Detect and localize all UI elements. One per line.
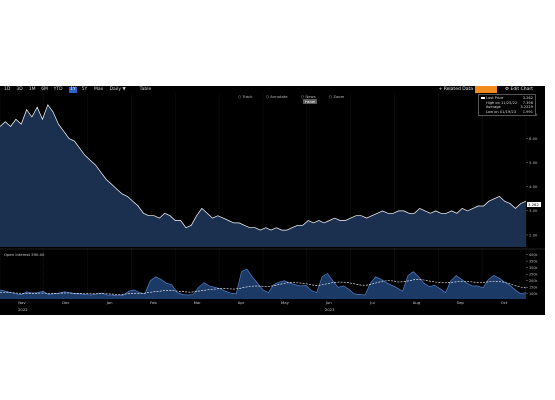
- year-label: 2023: [325, 307, 335, 312]
- chart-terminal: 1D 3D 1M 6M YTD 1Y 5Y Max Daily ▼ Table + Related…: [0, 86, 545, 315]
- oi-tick-label: 350k: [529, 259, 537, 263]
- last-price-tag: [527, 202, 541, 208]
- period-3d[interactable]: 3D: [16, 87, 23, 92]
- table-button[interactable]: Table: [139, 87, 152, 92]
- price-infobox: Last Price 3.262 High on 11/25/22 7.398 …: [478, 94, 536, 117]
- period-5y[interactable]: 5Y: [81, 87, 88, 92]
- oi-tick-label: 300k: [529, 266, 537, 270]
- related-data-button[interactable]: + Related Data: [438, 87, 473, 92]
- month-label: Jul: [369, 300, 375, 305]
- period-max[interactable]: Max: [94, 87, 104, 92]
- edit-chart-button[interactable]: ⚙ Edit Chart: [505, 87, 533, 92]
- period-1d[interactable]: 1D: [4, 87, 11, 92]
- price-series-line: [0, 104, 527, 231]
- oi-tick-label: 250k: [529, 272, 537, 276]
- month-label: Oct: [501, 300, 508, 305]
- month-label: Aug: [413, 300, 421, 305]
- month-label: Mar: [194, 300, 202, 305]
- open-interest-legend: Open Interest 390.00: [4, 252, 45, 257]
- orange-action-button[interactable]: [475, 86, 497, 93]
- chart-tools-legend: ○ Track ○ Annotate ○ News ○ Zoom: [238, 94, 356, 99]
- month-label: Nov: [18, 300, 26, 305]
- period-1y[interactable]: 1Y: [69, 87, 77, 93]
- month-label: Jan: [106, 300, 113, 305]
- infobox-row-average: Average 3.2229: [486, 105, 533, 110]
- open-interest-series-area: [0, 269, 526, 299]
- month-label: Sep: [457, 300, 465, 305]
- panel-button[interactable]: Panel: [303, 99, 318, 104]
- price-tick-label: 6.00: [529, 136, 538, 141]
- month-label: Jun: [325, 300, 333, 305]
- period-1m[interactable]: 1M: [28, 87, 36, 92]
- price-series-area: [0, 104, 526, 247]
- annotate-tool[interactable]: ○ Annotate: [265, 94, 288, 99]
- price-tick-label: 3.00: [529, 208, 538, 213]
- price-tick-label: 4.00: [529, 184, 538, 189]
- news-tool[interactable]: ○ News: [300, 94, 316, 99]
- infobox-row-high: High on 11/25/22 7.398: [486, 100, 533, 105]
- open-interest-series-line: [0, 268, 527, 297]
- year-label: 2022: [18, 307, 28, 312]
- price-tick-label: 2.00: [529, 232, 538, 237]
- price-tick-label: 5.00: [529, 160, 538, 165]
- oi-tick-label: 100k: [529, 292, 537, 296]
- zoom-tool[interactable]: ○ Zoom: [328, 94, 345, 99]
- frequency-select[interactable]: Daily ▼: [109, 87, 126, 92]
- month-label: Apr: [238, 300, 245, 305]
- month-label: May: [281, 300, 290, 305]
- infobox-row-last: Last Price 3.262: [481, 96, 533, 101]
- month-label: Feb: [150, 300, 157, 305]
- period-ytd[interactable]: YTD: [53, 87, 63, 92]
- price-chart: 7.006.005.004.003.002.003.262400k350k300…: [0, 94, 545, 312]
- infobox-row-low: Low on 01/19/23 1.991: [486, 109, 533, 114]
- oi-tick-label: 400k: [529, 253, 537, 257]
- oi-tick-label: 200k: [529, 279, 537, 283]
- month-label: Dec: [62, 300, 69, 305]
- average-series-line: [0, 279, 527, 295]
- period-6m[interactable]: 6M: [41, 87, 48, 92]
- last-price-tag-label: 3.262: [528, 202, 539, 207]
- track-tool[interactable]: ○ Track: [238, 94, 253, 99]
- oi-tick-label: 150k: [529, 285, 537, 289]
